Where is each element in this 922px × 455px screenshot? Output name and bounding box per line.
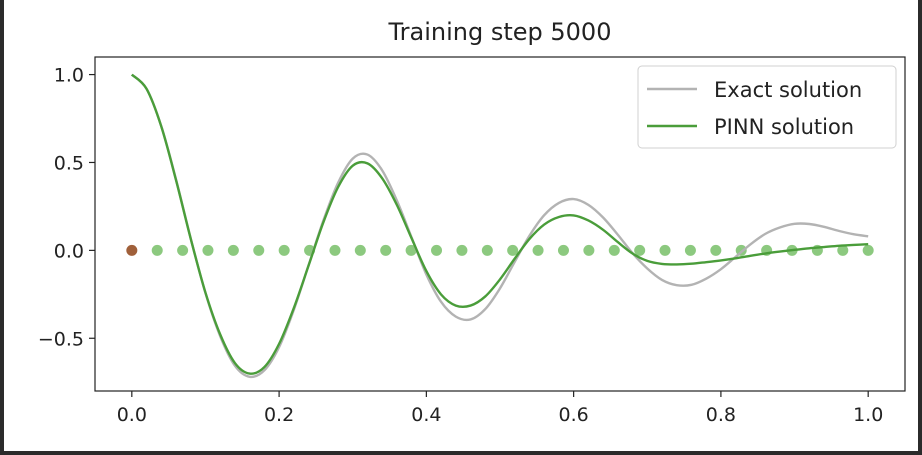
x-tick-label: 1.0 xyxy=(853,404,883,426)
chart: Training step 5000 0.0 0.2 0.4 0.6 0.8 1.0 1.0… xyxy=(38,18,906,426)
x-tick-label: 0.4 xyxy=(411,404,441,426)
y-tick-label: 0.5 xyxy=(54,152,84,174)
figure: Training step 5000 0.0 0.2 0.4 0.6 0.8 1.0 1.0… xyxy=(4,0,918,451)
collocation-point xyxy=(608,244,620,256)
y-tick-label: 1.0 xyxy=(54,65,84,87)
collocation-point xyxy=(684,244,696,256)
collocation-point xyxy=(507,244,519,256)
x-tick-label: 0.2 xyxy=(264,404,294,426)
collocation-point xyxy=(227,244,239,256)
collocation-point xyxy=(405,244,417,256)
collocation-point xyxy=(177,244,189,256)
boundary-point xyxy=(126,244,138,256)
collocation-point xyxy=(634,244,646,256)
x-tick-label: 0.6 xyxy=(559,404,589,426)
legend: Exact solution PINN solution xyxy=(637,65,897,149)
exact-solution-line xyxy=(130,73,869,379)
collocation-point xyxy=(202,244,214,256)
collocation-point xyxy=(253,244,265,256)
y-tick-label: 0.0 xyxy=(54,240,84,262)
collocation-point xyxy=(659,244,671,256)
collocation-point xyxy=(583,244,595,256)
collocation-point xyxy=(481,244,493,256)
x-tick-label: 0.0 xyxy=(117,404,147,426)
collocation-point xyxy=(380,244,392,256)
collocation-point xyxy=(710,244,722,256)
legend-pinn-label: PINN solution xyxy=(714,115,854,139)
pinn-solution-line xyxy=(130,73,869,375)
y-tick-label: −0.5 xyxy=(38,328,84,350)
collocation-point xyxy=(329,244,341,256)
collocation-point xyxy=(151,244,163,256)
legend-box xyxy=(637,65,897,149)
chart-title: Training step 5000 xyxy=(388,18,612,46)
collocation-point xyxy=(431,244,443,256)
collocation-point xyxy=(837,244,849,256)
collocation-point xyxy=(456,244,468,256)
legend-exact-label: Exact solution xyxy=(714,78,862,102)
collocation-point xyxy=(862,244,874,256)
collocation-point xyxy=(532,244,544,256)
collocation-point xyxy=(354,244,366,256)
axes-frame xyxy=(94,56,906,392)
collocation-point xyxy=(278,244,290,256)
x-tick-label: 0.8 xyxy=(706,404,736,426)
collocation-point xyxy=(557,244,569,256)
